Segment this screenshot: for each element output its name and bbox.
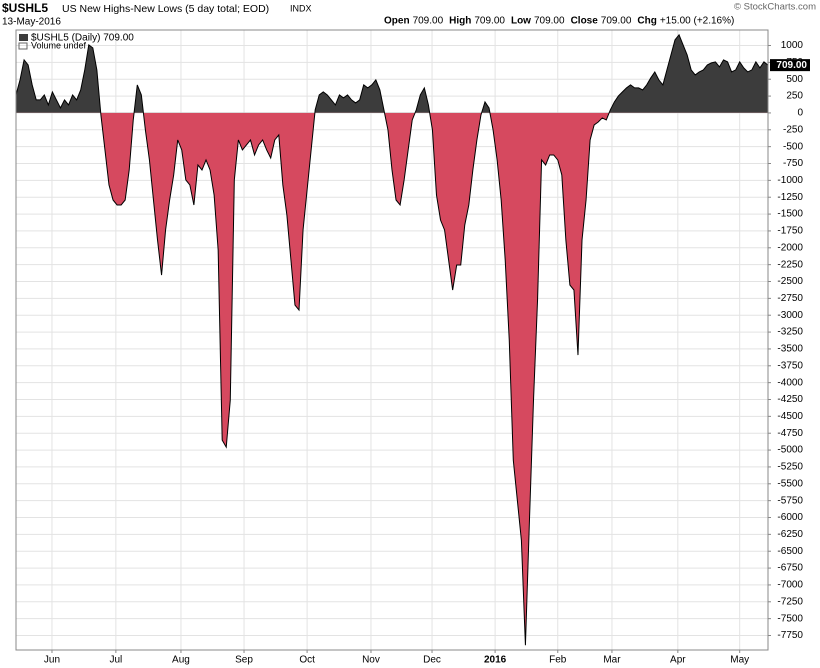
- quote-value: 709.00: [534, 16, 565, 27]
- quote-label: Low: [511, 16, 531, 27]
- y-tick-label: -250: [783, 124, 803, 135]
- y-tick-label: -5500: [777, 478, 803, 489]
- y-tick-label: -2250: [777, 259, 803, 270]
- y-tick-label: 1000: [781, 40, 804, 51]
- legend: $USHL5 (Daily) 709.00 Volume undef: [18, 33, 134, 50]
- legend-label: Volume undef: [31, 40, 87, 50]
- last-value-label: 709.00: [776, 60, 807, 71]
- quote: Open 709.00 High 709.00 Low 709.00 Close 709.00…: [384, 16, 734, 27]
- plot-frame: [15, 29, 769, 651]
- quote-value: 709.00: [601, 16, 632, 27]
- negative-area: [100, 112, 610, 646]
- y-tick-label: -6250: [777, 529, 803, 540]
- y-tick-label: -1500: [777, 209, 803, 220]
- y-tick-label: -3500: [777, 344, 803, 355]
- y-tick-label: -6750: [777, 563, 803, 574]
- quote-value: +15.00 (+2.16%): [660, 16, 735, 27]
- x-tick-label: Jun: [44, 655, 60, 666]
- x-tick-label: Sep: [235, 655, 253, 666]
- positive-area: [16, 34, 768, 113]
- quote-label: High: [449, 16, 471, 27]
- exchange: INDX: [290, 3, 312, 13]
- y-tick-label: -1000: [777, 175, 803, 186]
- quote-label: Chg: [637, 16, 656, 27]
- y-tick-label: 0: [797, 108, 803, 119]
- y-tick-label: -4000: [777, 377, 803, 388]
- y-tick-label: -4500: [777, 411, 803, 422]
- legend-swatch: [18, 42, 28, 50]
- credit: © StockCharts.com: [734, 2, 816, 13]
- x-tick-label: Nov: [362, 655, 380, 666]
- legend-label: $USHL5 (Daily) 709.00: [31, 33, 134, 44]
- x-tick-label: Aug: [172, 655, 190, 666]
- quote-label: Close: [571, 16, 599, 27]
- y-tick-label: -1750: [777, 226, 803, 237]
- y-tick-label: -6000: [777, 512, 803, 523]
- x-tick-label: Dec: [423, 655, 441, 666]
- x-tick-label: Feb: [549, 655, 567, 666]
- chart-title: US New Highs-New Lows (5 day total; EOD): [62, 3, 269, 15]
- y-tick-label: -4250: [777, 394, 803, 405]
- quote-label: Open: [384, 16, 410, 27]
- y-tick-label: -500: [783, 141, 803, 152]
- y-tick-label: -750: [783, 158, 803, 169]
- series-line: [15, 33, 769, 646]
- y-tick-label: -1250: [777, 192, 803, 203]
- y-tick-label: -4750: [777, 428, 803, 439]
- y-tick-label: -7750: [777, 630, 803, 641]
- y-tick-label: -7250: [777, 596, 803, 607]
- y-tick-label: -2500: [777, 276, 803, 287]
- y-tick-label: -7500: [777, 613, 803, 624]
- quote-value: 709.00: [413, 16, 444, 27]
- y-tick-label: 250: [786, 91, 803, 102]
- symbol: $USHL5: [2, 1, 48, 15]
- quote-value: 709.00: [474, 16, 505, 27]
- x-tick-label: Mar: [603, 655, 621, 666]
- y-tick-label: -3000: [777, 310, 803, 321]
- x-tick-label: Apr: [670, 655, 686, 666]
- y-tick-label: -5000: [777, 445, 803, 456]
- y-tick-label: -5250: [777, 462, 803, 473]
- x-tick-label: May: [730, 655, 749, 666]
- y-tick-label: -2000: [777, 242, 803, 253]
- y-tick-label: -6500: [777, 546, 803, 557]
- plot: [15, 30, 769, 650]
- legend-swatch: [19, 34, 28, 41]
- y-tick-label: -7000: [777, 580, 803, 591]
- y-tick-label: -5750: [777, 495, 803, 506]
- y-tick-label: -3250: [777, 327, 803, 338]
- date: 13-May-2016: [2, 17, 61, 28]
- x-tick-label: Jul: [109, 655, 122, 666]
- last-value-tag: [770, 59, 810, 72]
- y-tick-label: -2750: [777, 293, 803, 304]
- x-tick-label: Oct: [299, 655, 315, 666]
- x-tick-label: 2016: [484, 655, 507, 666]
- y-tick-label: -3750: [777, 360, 803, 371]
- y-tick-label: 500: [786, 74, 803, 85]
